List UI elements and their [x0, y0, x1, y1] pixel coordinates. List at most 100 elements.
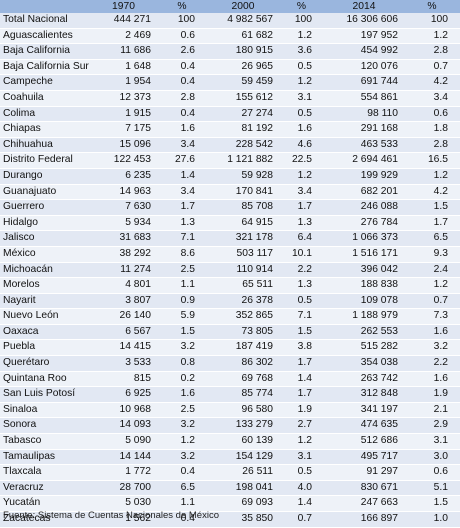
cell-pct-1970: 0.6 [157, 28, 207, 44]
cell-state: Chihuahua [0, 137, 90, 153]
cell-state: Tabasco [0, 433, 90, 450]
cell-pct-1970: 3.4 [157, 184, 207, 200]
cell-state: Chiapas [0, 121, 90, 138]
header-cell-2014: 2014 [324, 0, 404, 13]
cell-state: Jalisco [0, 230, 90, 247]
cell-2000: 85 774 [207, 386, 279, 403]
cell-2014: 1 188 979 [324, 308, 404, 325]
cell-2014: 262 553 [324, 324, 404, 340]
cell-2014: 197 952 [324, 28, 404, 44]
cell-pct-1970: 3.2 [157, 449, 207, 465]
cell-pct-2014: 2.2 [404, 355, 460, 372]
table-row: Michoacán 11 274 2.5 110 914 2.2 396 042 2.4 [0, 262, 460, 278]
cell-state: Yucatán [0, 495, 90, 512]
cell-pct-2014: 1.7 [404, 215, 460, 231]
cell-2000: 27 274 [207, 106, 279, 122]
cell-pct-2014: 1.5 [404, 495, 460, 512]
cell-state: Quintana Roo [0, 371, 90, 387]
cell-pct-2014: 100 [404, 13, 460, 29]
table-row: Querétaro 3 533 0.8 86 302 1.7 354 038 2.2 [0, 355, 460, 372]
table-row: Puebla 14 415 3.2 187 419 3.8 515 282 3.2 [0, 339, 460, 356]
cell-pct-1970: 0.4 [157, 464, 207, 481]
cell-pct-2014: 2.9 [404, 417, 460, 434]
cell-2014: 474 635 [324, 417, 404, 434]
cell-pct-2000: 2.2 [279, 262, 324, 278]
cell-2000: 1 121 882 [207, 152, 279, 169]
cell-2014: 463 533 [324, 137, 404, 153]
table-row: Guerrero 7 630 1.7 85 708 1.7 246 088 1.5 [0, 199, 460, 216]
cell-state: Baja California Sur [0, 59, 90, 75]
cell-pct-1970: 3.4 [157, 137, 207, 153]
cell-1970: 26 140 [90, 308, 157, 325]
cell-pct-2014: 1.2 [404, 168, 460, 185]
cell-1970: 1 915 [90, 106, 157, 122]
cell-2014: 354 038 [324, 355, 404, 372]
cell-2014: 199 929 [324, 168, 404, 185]
cell-pct-1970: 7.1 [157, 230, 207, 247]
cell-pct-2000: 100 [279, 13, 324, 29]
cell-1970: 14 963 [90, 184, 157, 200]
cell-state: Baja California [0, 43, 90, 60]
cell-pct-1970: 0.4 [157, 74, 207, 91]
table-row: Coahuila 12 373 2.8 155 612 3.1 554 861 3.4 [0, 90, 460, 107]
cell-2000: 73 805 [207, 324, 279, 340]
cell-2000: 321 178 [207, 230, 279, 247]
cell-state: Coahuila [0, 90, 90, 107]
table-row: Nuevo León 26 140 5.9 352 865 7.1 1 188 979 7.… [0, 308, 460, 325]
cell-1970: 5 030 [90, 495, 157, 512]
cell-pct-2014: 3.0 [404, 449, 460, 465]
cell-2000: 69 093 [207, 495, 279, 512]
cell-1970: 6 925 [90, 386, 157, 403]
cell-1970: 7 175 [90, 121, 157, 138]
cell-1970: 2 469 [90, 28, 157, 44]
cell-2014: 454 992 [324, 43, 404, 60]
cell-pct-2014: 3.2 [404, 339, 460, 356]
cell-state: Puebla [0, 339, 90, 356]
cell-pct-2014: 2.1 [404, 402, 460, 418]
cell-pct-2000: 2.7 [279, 417, 324, 434]
cell-pct-2014: 1.6 [404, 371, 460, 387]
cell-pct-1970: 27.6 [157, 152, 207, 169]
cell-pct-1970: 2.8 [157, 90, 207, 107]
cell-pct-1970: 2.5 [157, 262, 207, 278]
table-row: Jalisco 31 683 7.1 321 178 6.4 1 066 373 6.5 [0, 230, 460, 247]
cell-1970: 38 292 [90, 246, 157, 262]
cell-2014: 2 694 461 [324, 152, 404, 169]
table-row: Chiapas 7 175 1.6 81 192 1.6 291 168 1.8 [0, 121, 460, 138]
cell-2000: 503 117 [207, 246, 279, 262]
cell-pct-2000: 1.3 [279, 277, 324, 294]
table-row: Tamaulipas 14 144 3.2 154 129 3.1 495 717 3.0 [0, 449, 460, 465]
cell-2014: 515 282 [324, 339, 404, 356]
table-row: Colima 1 915 0.4 27 274 0.5 98 110 0.6 [0, 106, 460, 122]
cell-2014: 166 897 [324, 511, 404, 528]
cell-1970: 10 968 [90, 402, 157, 418]
cell-2000: 155 612 [207, 90, 279, 107]
header-cell-1970: 1970 [90, 0, 157, 13]
table-row: Morelos 4 801 1.1 65 511 1.3 188 838 1.2 [0, 277, 460, 294]
cell-state: Colima [0, 106, 90, 122]
cell-2014: 120 076 [324, 59, 404, 75]
cell-pct-1970: 2.6 [157, 43, 207, 60]
cell-state: Hidalgo [0, 215, 90, 231]
cell-2000: 61 682 [207, 28, 279, 44]
cell-pct-1970: 0.4 [157, 106, 207, 122]
header-cell-pct-2014: % [404, 0, 460, 13]
cell-pct-1970: 0.8 [157, 355, 207, 372]
table-row: Tlaxcala 1 772 0.4 26 511 0.5 91 297 0.6 [0, 464, 460, 481]
cell-2000: 170 841 [207, 184, 279, 200]
table-row: Veracruz 28 700 6.5 198 041 4.0 830 671 5.1 [0, 480, 460, 496]
cell-1970: 1 772 [90, 464, 157, 481]
cell-2000: 198 041 [207, 480, 279, 496]
cell-pct-1970: 1.3 [157, 215, 207, 231]
cell-1970: 5 090 [90, 433, 157, 450]
cell-state: Campeche [0, 74, 90, 91]
cell-pct-2000: 1.9 [279, 402, 324, 418]
cell-pct-1970: 3.2 [157, 339, 207, 356]
cell-1970: 14 144 [90, 449, 157, 465]
cell-pct-2014: 1.9 [404, 386, 460, 403]
cell-pct-2000: 10.1 [279, 246, 324, 262]
cell-pct-1970: 1.7 [157, 199, 207, 216]
cell-2000: 187 419 [207, 339, 279, 356]
cell-1970: 6 235 [90, 168, 157, 185]
table-row: Chihuahua 15 096 3.4 228 542 4.6 463 533 2.8 [0, 137, 460, 153]
